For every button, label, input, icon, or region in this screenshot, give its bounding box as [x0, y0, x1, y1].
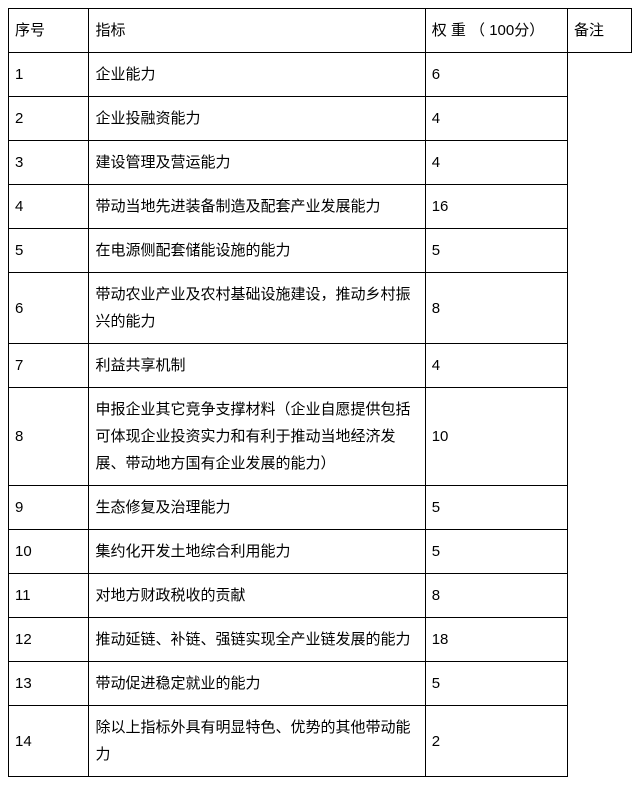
cell-indicator: 利益共享机制 — [89, 344, 425, 388]
table-row: 1 企业能力 6 — [9, 53, 632, 97]
cell-weight: 4 — [425, 344, 567, 388]
cell-weight: 2 — [425, 706, 567, 777]
table-header-row: 序号 指标 权 重 （ 100分） 备注 — [9, 9, 632, 53]
cell-weight: 5 — [425, 530, 567, 574]
header-weight: 权 重 （ 100分） — [425, 9, 567, 53]
cell-indicator: 建设管理及营运能力 — [89, 141, 425, 185]
table-row: 12 推动延链、补链、强链实现全产业链发展的能力 18 — [9, 618, 632, 662]
header-remark: 备注 — [568, 9, 632, 53]
cell-seq: 2 — [9, 97, 89, 141]
cell-indicator: 带动当地先进装备制造及配套产业发展能力 — [89, 185, 425, 229]
cell-seq: 4 — [9, 185, 89, 229]
cell-weight: 8 — [425, 273, 567, 344]
cell-seq: 14 — [9, 706, 89, 777]
cell-indicator: 带动农业产业及农村基础设施建设，推动乡村振兴的能力 — [89, 273, 425, 344]
cell-seq: 11 — [9, 574, 89, 618]
cell-seq: 12 — [9, 618, 89, 662]
cell-weight: 5 — [425, 486, 567, 530]
table-body: 1 企业能力 6 2 企业投融资能力 4 3 建设管理及营运能力 4 4 带动当… — [9, 53, 632, 777]
cell-seq: 13 — [9, 662, 89, 706]
cell-weight: 4 — [425, 97, 567, 141]
cell-seq: 8 — [9, 388, 89, 486]
cell-seq: 1 — [9, 53, 89, 97]
cell-indicator: 推动延链、补链、强链实现全产业链发展的能力 — [89, 618, 425, 662]
table-row: 5 在电源侧配套储能设施的能力 5 — [9, 229, 632, 273]
cell-indicator: 对地方财政税收的贡献 — [89, 574, 425, 618]
table-row: 7 利益共享机制 4 — [9, 344, 632, 388]
cell-indicator: 企业投融资能力 — [89, 97, 425, 141]
cell-weight: 10 — [425, 388, 567, 486]
cell-indicator: 申报企业其它竞争支撑材料（企业自愿提供包括可体现企业投资实力和有利于推动当地经济… — [89, 388, 425, 486]
cell-seq: 6 — [9, 273, 89, 344]
cell-weight: 4 — [425, 141, 567, 185]
table-row: 9 生态修复及治理能力 5 — [9, 486, 632, 530]
cell-indicator: 在电源侧配套储能设施的能力 — [89, 229, 425, 273]
header-indicator: 指标 — [89, 9, 425, 53]
cell-weight: 5 — [425, 662, 567, 706]
cell-indicator: 除以上指标外具有明显特色、优势的其他带动能力 — [89, 706, 425, 777]
cell-indicator: 生态修复及治理能力 — [89, 486, 425, 530]
cell-seq: 3 — [9, 141, 89, 185]
table-row: 3 建设管理及营运能力 4 — [9, 141, 632, 185]
cell-indicator: 企业能力 — [89, 53, 425, 97]
cell-seq: 9 — [9, 486, 89, 530]
cell-indicator: 带动促进稳定就业的能力 — [89, 662, 425, 706]
cell-weight: 5 — [425, 229, 567, 273]
table-row: 4 带动当地先进装备制造及配套产业发展能力 16 — [9, 185, 632, 229]
weight-table: 序号 指标 权 重 （ 100分） 备注 1 企业能力 6 2 企业投融资能力 … — [8, 8, 632, 777]
cell-seq: 7 — [9, 344, 89, 388]
cell-seq: 5 — [9, 229, 89, 273]
header-seq: 序号 — [9, 9, 89, 53]
table-row: 2 企业投融资能力 4 — [9, 97, 632, 141]
cell-indicator: 集约化开发土地综合利用能力 — [89, 530, 425, 574]
table-row: 14 除以上指标外具有明显特色、优势的其他带动能力 2 — [9, 706, 632, 777]
cell-weight: 18 — [425, 618, 567, 662]
table-row: 11 对地方财政税收的贡献 8 — [9, 574, 632, 618]
table-row: 8 申报企业其它竞争支撑材料（企业自愿提供包括可体现企业投资实力和有利于推动当地… — [9, 388, 632, 486]
table-row: 10 集约化开发土地综合利用能力 5 — [9, 530, 632, 574]
cell-weight: 16 — [425, 185, 567, 229]
cell-seq: 10 — [9, 530, 89, 574]
cell-weight: 6 — [425, 53, 567, 97]
table-row: 13 带动促进稳定就业的能力 5 — [9, 662, 632, 706]
table-row: 6 带动农业产业及农村基础设施建设，推动乡村振兴的能力 8 — [9, 273, 632, 344]
cell-weight: 8 — [425, 574, 567, 618]
